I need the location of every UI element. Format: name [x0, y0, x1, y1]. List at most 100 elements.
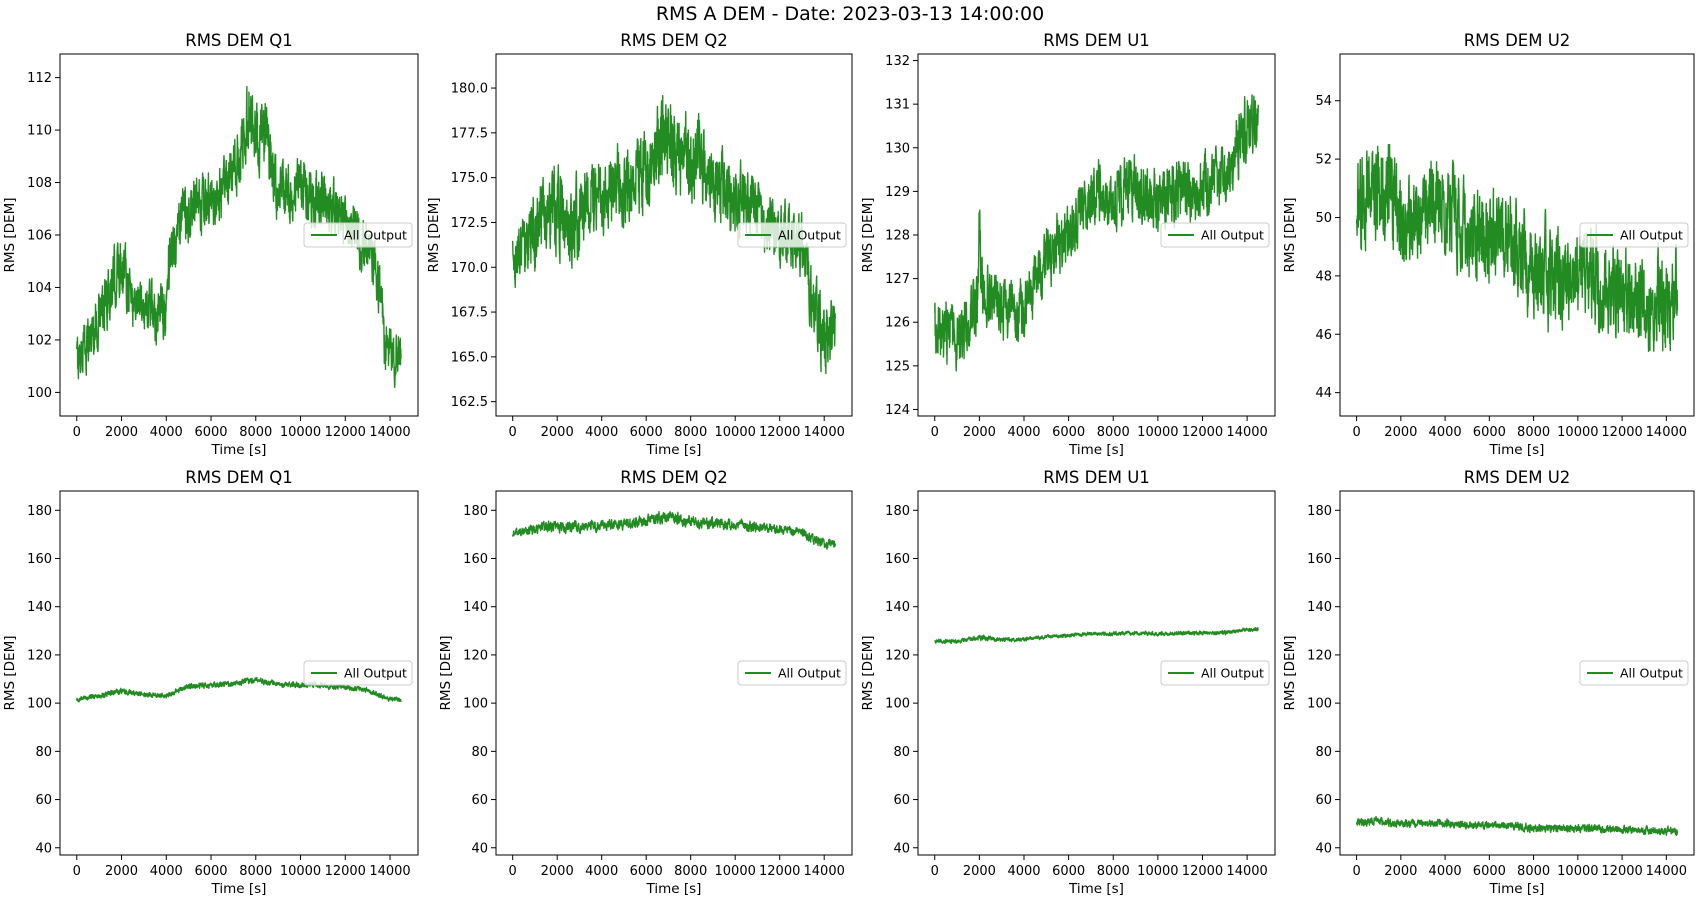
y-axis-label: RMS [DEM] [438, 636, 454, 711]
legend-entry: All Output [344, 666, 407, 681]
y-tick-label: 80 [471, 745, 488, 760]
y-axis-label: RMS [DEM] [1282, 636, 1298, 711]
x-tick-label: 4000 [150, 864, 183, 879]
y-tick-label: 80 [35, 745, 52, 760]
axes-frame [495, 53, 853, 417]
x-tick-label: 12000 [325, 425, 366, 440]
y-tick-label: 140 [1307, 600, 1332, 615]
legend-box [1160, 222, 1270, 248]
subplot-7: RMS DEM U10 2000 4000 6000 8000 10000 12000 140… [860, 468, 1276, 897]
y-tick-label: 48 [1315, 269, 1332, 284]
legend: All Output [1160, 222, 1270, 248]
legend: All Output [303, 660, 413, 686]
legend-box [1579, 660, 1689, 686]
x-tick-label: 10000 [1557, 425, 1598, 440]
x-tick-label: 10000 [280, 425, 321, 440]
x-tick-label: 12000 [1601, 864, 1642, 879]
y-tick-label: 125 [885, 359, 910, 374]
legend-box [1579, 222, 1689, 248]
x-tick-label: 8000 [1097, 864, 1130, 879]
x-tick-label: 2000 [1384, 425, 1417, 440]
subplot-1: RMS DEM Q1 0 2000 4000 6000 8000 10000 12000 140… [2, 31, 419, 458]
y-axis-label: RMS [DEM] [2, 198, 18, 273]
series-line-all-output [76, 676, 402, 703]
y-tick-label: 108 [27, 176, 52, 191]
x-tick-label: 2000 [1384, 864, 1417, 879]
x-tick-label: 6000 [1473, 425, 1506, 440]
x-tick-label: 8000 [1517, 864, 1550, 879]
y-tick-label: 120 [27, 648, 52, 663]
y-tick-label: 60 [35, 793, 52, 808]
x-tick-label: 10000 [1557, 864, 1598, 879]
y-tick-label: 44 [1315, 386, 1332, 401]
x-tick-label: 4000 [1007, 425, 1040, 440]
subplot-title: RMS DEM U2 [1464, 31, 1571, 50]
x-tick-label: 0 [931, 425, 939, 440]
y-axis-label: RMS [DEM] [2, 636, 18, 711]
x-tick-label: 14000 [1226, 864, 1267, 879]
legend-box [737, 222, 847, 248]
x-axis-label: Time [s] [1489, 881, 1545, 897]
y-tick-label: 129 [885, 185, 910, 200]
y-tick-label: 100 [27, 697, 52, 712]
y-tick-label: 100 [885, 697, 910, 712]
x-tick-label: 6000 [194, 425, 227, 440]
x-tick-label: 2000 [541, 864, 574, 879]
x-tick-label: 0 [931, 864, 939, 879]
x-tick-label: 4000 [585, 864, 618, 879]
x-axis-label: Time [s] [211, 442, 267, 458]
x-tick-label: 2000 [105, 425, 138, 440]
x-tick-label: 6000 [630, 864, 663, 879]
y-tick-label: 104 [27, 281, 52, 296]
x-tick-label: 4000 [1429, 425, 1462, 440]
figure-title: RMS A DEM - Date: 2023-03-13 14:00:00 [656, 3, 1044, 25]
subplot-5: RMS DEM Q10 2000 4000 6000 8000 10000 12000 140… [2, 468, 419, 897]
y-tick-label: 124 [885, 403, 910, 418]
x-tick-label: 8000 [674, 425, 707, 440]
y-tick-label: 120 [885, 648, 910, 663]
y-tick-label: 175.0 [451, 171, 488, 186]
subplot-grid: RMS DEM Q10 2000 4000 6000 8000 10000 12000 140… [2, 31, 1695, 897]
x-tick-label: 2000 [541, 425, 574, 440]
x-tick-label: 2000 [963, 864, 996, 879]
x-axis-label: Time [s] [1068, 881, 1124, 897]
y-tick-label: 60 [893, 793, 910, 808]
y-tick-label: 40 [893, 841, 910, 856]
x-tick-label: 14000 [369, 425, 410, 440]
x-tick-label: 10000 [280, 864, 321, 879]
y-tick-label: 180.0 [451, 82, 488, 97]
x-tick-label: 12000 [759, 425, 800, 440]
axes-frame [495, 490, 853, 856]
subplot-4: RMS DEM U2 0 2000 4000 6000 8000 10000 12000 140… [1282, 31, 1695, 458]
legend-entry: All Output [778, 228, 841, 243]
y-tick-label: 127 [885, 272, 910, 287]
y-tick-label: 180 [885, 504, 910, 519]
subplot-title: RMS DEM Q1 [185, 31, 293, 50]
x-tick-label: 0 [509, 425, 517, 440]
x-tick-label: 8000 [674, 864, 707, 879]
y-tick-label: 80 [1315, 745, 1332, 760]
subplot-3: RMS DEM U1 0 2000 4000 6000 8000 10000 12000 140… [860, 31, 1276, 458]
x-axis-label: Time [s] [211, 881, 267, 897]
y-tick-label: 160 [463, 552, 488, 567]
y-tick-label: 102 [27, 333, 52, 348]
x-tick-label: 14000 [804, 864, 845, 879]
y-tick-label: 177.5 [451, 126, 488, 141]
x-tick-label: 4000 [1007, 864, 1040, 879]
y-tick-label: 120 [463, 648, 488, 663]
y-tick-label: 160 [885, 552, 910, 567]
x-tick-label: 4000 [150, 425, 183, 440]
y-axis-label: RMS [DEM] [860, 636, 876, 711]
subplot-title: RMS DEM U2 [1464, 468, 1571, 487]
y-tick-label: 50 [1315, 211, 1332, 226]
x-tick-label: 0 [73, 425, 81, 440]
x-tick-label: 10000 [1137, 864, 1178, 879]
y-tick-label: 167.5 [451, 306, 488, 321]
x-axis-label: Time [s] [646, 442, 702, 458]
x-tick-label: 12000 [1182, 864, 1223, 879]
x-tick-label: 14000 [1646, 425, 1687, 440]
y-tick-label: 160 [27, 552, 52, 567]
y-tick-label: 180 [27, 504, 52, 519]
y-tick-label: 54 [1315, 94, 1332, 109]
series-line-all-output [1355, 815, 1679, 837]
